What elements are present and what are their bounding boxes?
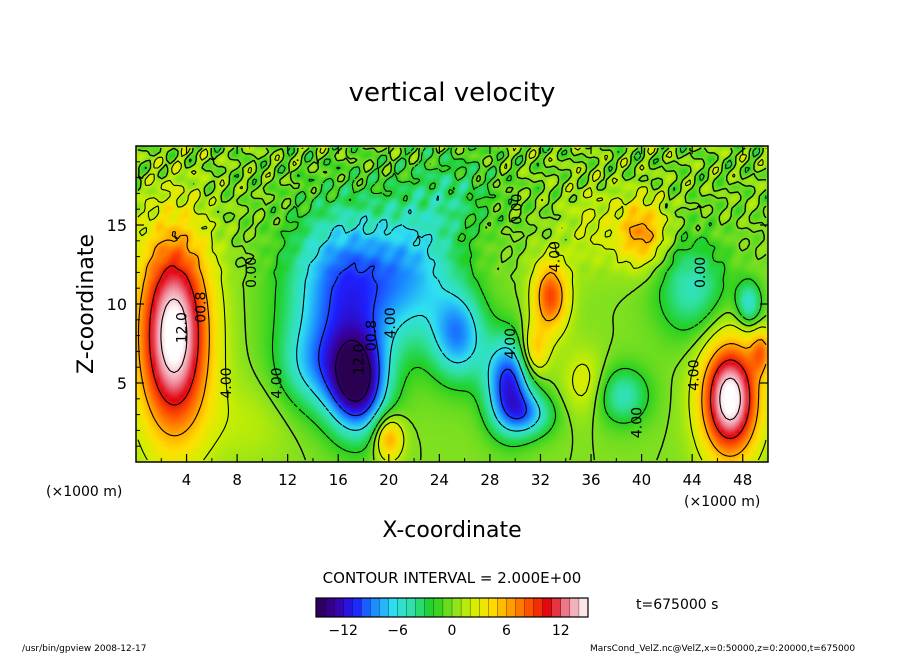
colorbar-segment [370,597,380,618]
x-tick-label: 44 [683,471,702,489]
contour-level [137,147,767,461]
colorbar-segment [352,597,362,618]
colorbar-segment [479,597,489,618]
footer-source: MarsCond_VelZ.nc@VelZ,x=0:50000,z=0:2000… [590,644,855,654]
colorbar-segment [524,597,535,618]
colorbar-segment [451,597,462,618]
colorbar-segment [560,597,571,618]
contour-lines [137,147,767,461]
colorbar-segment [497,597,507,618]
x-tick-label: 40 [632,471,651,489]
x-tick-label: 20 [379,471,398,489]
y-tick-label: 5 [117,374,127,393]
colorbar-segment [343,597,353,618]
contour-label: 4.00 [547,241,563,272]
colorbar-segment [506,597,516,618]
contour-label: 4.00 [503,328,519,359]
colorbar-segment [333,597,344,618]
colorbar-segment [424,597,435,618]
colorbar-segment [379,597,389,618]
colorbar-segment [406,597,417,618]
x-unit-right: (×1000 m) [684,494,760,510]
colorbar-frame [315,597,589,618]
colorbar-segment [361,597,371,618]
y-axis: 5 10 15 [107,161,768,447]
colorbar-segment [433,597,444,618]
colorbar-ticks: −12 −6 0 6 12 [328,623,569,639]
x-axis: 4 8 12 16 20 24 28 32 36 40 44 48 [160,146,752,489]
colorbar-segment [569,597,580,618]
colorbar-segment [515,597,525,618]
contour-label: 0.00 [693,257,709,288]
x-axis-label: X-coordinate [382,518,521,543]
colorbar-segment [460,597,471,618]
time-label: t=675000 s [636,597,718,613]
x-tick-label: 48 [733,471,752,489]
contour-label: 4.00 [383,307,399,338]
contour-label: 4.00 [686,360,702,391]
contour-level [296,195,541,432]
footer-program: /usr/bin/gpview 2008-12-17 [22,644,146,654]
colorbar-segment [488,597,498,618]
contour-label: 4.00 [219,367,235,398]
contour-label: 0.00 [244,257,260,288]
colorbar-segment [533,597,544,618]
contour-level [137,147,767,461]
colorbar-tick-label: −6 [387,623,408,639]
colorbar-segment [397,597,408,618]
contour-level [160,298,741,421]
contour-interval: CONTOUR INTERVAL = 2.000E+00 [323,569,582,587]
x-tick-label: 16 [329,471,348,489]
x-tick-label: 28 [480,471,499,489]
contour-level [334,339,371,402]
colorbar [315,597,589,618]
colorbar-segment [578,597,589,618]
contour-label: 00.8 [194,292,210,323]
y-tick-label: 15 [107,216,127,235]
contour-level [148,265,751,440]
contour-label: 00.8 [364,320,380,351]
chart-title: vertical velocity [349,78,556,108]
x-tick-label: 4 [182,471,192,489]
x-tick-label: 8 [232,471,242,489]
colorbar-tick-label: 12 [552,623,570,639]
x-tick-label: 12 [278,471,297,489]
x-tick-label: 32 [531,471,550,489]
contour-level [137,222,767,457]
colorbar-segment [315,597,326,618]
colorbar-segment [324,597,335,618]
y-tick-label: 10 [107,295,127,314]
contour-level [318,262,527,420]
x-unit-left: (×1000 m) [46,484,122,500]
colorbar-segment [442,597,453,618]
contour-label: 12.0 [175,312,191,343]
x-tick-label: 36 [581,471,600,489]
colorbar-tick-label: 6 [502,623,511,639]
velocity-field [136,146,768,462]
contour-label: 4.00 [269,367,285,398]
colorbar-segment [551,597,562,618]
contour-label: 0.00 [510,194,526,225]
x-tick-label: 24 [430,471,449,489]
contour-label: 4.00 [630,407,646,438]
y-axis-label: Z-coordinate [74,234,99,374]
colorbar-segment [542,597,553,618]
contour-label: 12.0 [352,344,368,375]
colorbar-tick-label: −12 [328,623,358,639]
colorbar-segment [415,597,426,618]
colorbar-segment [469,597,480,618]
colorbar-segment [388,597,399,618]
colorbar-tick-label: 0 [448,623,457,639]
contour-level [144,147,767,454]
